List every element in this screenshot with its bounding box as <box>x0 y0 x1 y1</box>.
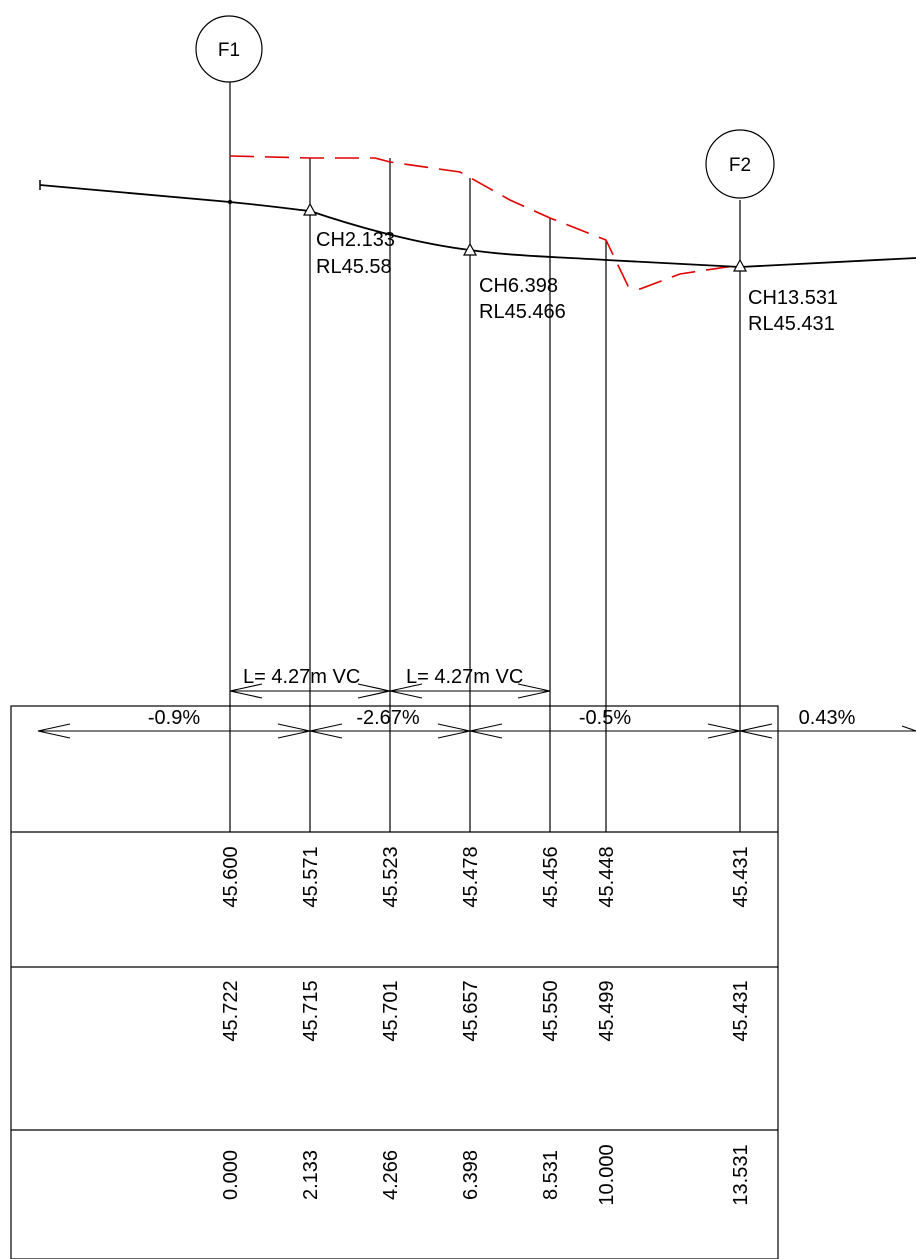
station-lines <box>229 82 741 832</box>
arrow-icon <box>229 683 263 699</box>
arrow-icon <box>309 723 343 739</box>
vc-label-1: L= 4.27m VC <box>243 666 360 688</box>
vc-dimensions <box>229 683 551 699</box>
grade-label: -2.67% <box>356 707 420 729</box>
grade-dimensions <box>37 723 916 739</box>
table-cell: 45.448 <box>596 846 618 907</box>
table-cell: 45.456 <box>540 846 562 907</box>
arrow-icon <box>517 683 551 699</box>
ip-label-3: CH13.531 RL45.431 <box>748 287 838 335</box>
table-cell: 45.701 <box>380 980 402 1041</box>
triangle-icon <box>302 202 318 216</box>
arrow-icon <box>739 723 773 739</box>
ip-label-2: CH6.398 RL45.466 <box>479 275 566 323</box>
arrow-icon <box>37 723 71 739</box>
vc-label-2: L= 4.27m VC <box>406 666 523 688</box>
arrow-icon <box>901 725 916 732</box>
data-table <box>10 705 779 1259</box>
arrow-icon <box>389 683 423 699</box>
marker-circle <box>705 129 775 199</box>
table-cell: 45.715 <box>300 980 322 1041</box>
marker-label: F1 <box>218 40 240 61</box>
table-cell: 45.600 <box>220 846 242 907</box>
marker-label: F2 <box>729 155 751 176</box>
triangle-icon <box>732 258 748 272</box>
table-cell: 45.523 <box>380 846 402 907</box>
table-cell: 45.499 <box>596 980 618 1041</box>
ip-level: RL45.58 <box>316 256 392 278</box>
ip-label-1: CH2.133 RL45.58 <box>316 229 395 278</box>
table-row-chainages: 0.000 2.133 4.266 6.398 8.531 10.000 13.531 <box>220 1144 752 1205</box>
table-cell: 6.398 <box>460 1150 482 1200</box>
table-cell: 45.657 <box>460 980 482 1041</box>
table-row-existing-levels: 45.722 <box>220 980 242 1041</box>
ip-chainage: CH13.531 <box>748 287 838 309</box>
ip-chainage: CH6.398 <box>479 275 558 297</box>
grade-label: -0.9% <box>148 707 200 729</box>
table-cell: 45.431 <box>730 846 752 907</box>
table-cell: 45.571 <box>300 846 322 907</box>
profile-point <box>227 199 233 205</box>
existing-surface-line <box>229 155 741 290</box>
triangle-icon <box>462 242 478 256</box>
station-marker-f2: F2 <box>705 129 775 199</box>
table-cell: 10.000 <box>596 1144 618 1205</box>
design-profile-line <box>39 184 916 268</box>
table-cell: 13.531 <box>730 1144 752 1205</box>
table-cell: 45.722 <box>220 980 242 1041</box>
table-cell: 45.550 <box>540 980 562 1041</box>
table-row-existing-levels-cells: 45.715 45.701 45.657 45.550 45.499 45.431 <box>300 980 752 1041</box>
ip-triangles <box>302 202 748 272</box>
arrow-icon <box>469 723 503 739</box>
station-marker-f1: F1 <box>195 15 263 83</box>
grade-label: 0.43% <box>799 707 856 729</box>
ip-level: RL45.431 <box>748 313 835 335</box>
table-cell: 2.133 <box>300 1150 322 1200</box>
table-cell: 45.478 <box>460 846 482 907</box>
table-cell: 45.431 <box>730 980 752 1041</box>
table-cell: 4.266 <box>380 1150 402 1200</box>
ip-chainage: CH2.133 <box>316 229 395 251</box>
ip-level: RL45.466 <box>479 301 566 323</box>
table-row-design-levels: 45.600 45.571 45.523 45.478 45.456 45.44… <box>220 846 752 907</box>
grade-label: -0.5% <box>579 707 631 729</box>
marker-circle <box>195 15 263 83</box>
table-cell: 8.531 <box>540 1150 562 1200</box>
table-border <box>10 705 779 1259</box>
table-cell: 0.000 <box>220 1150 242 1200</box>
